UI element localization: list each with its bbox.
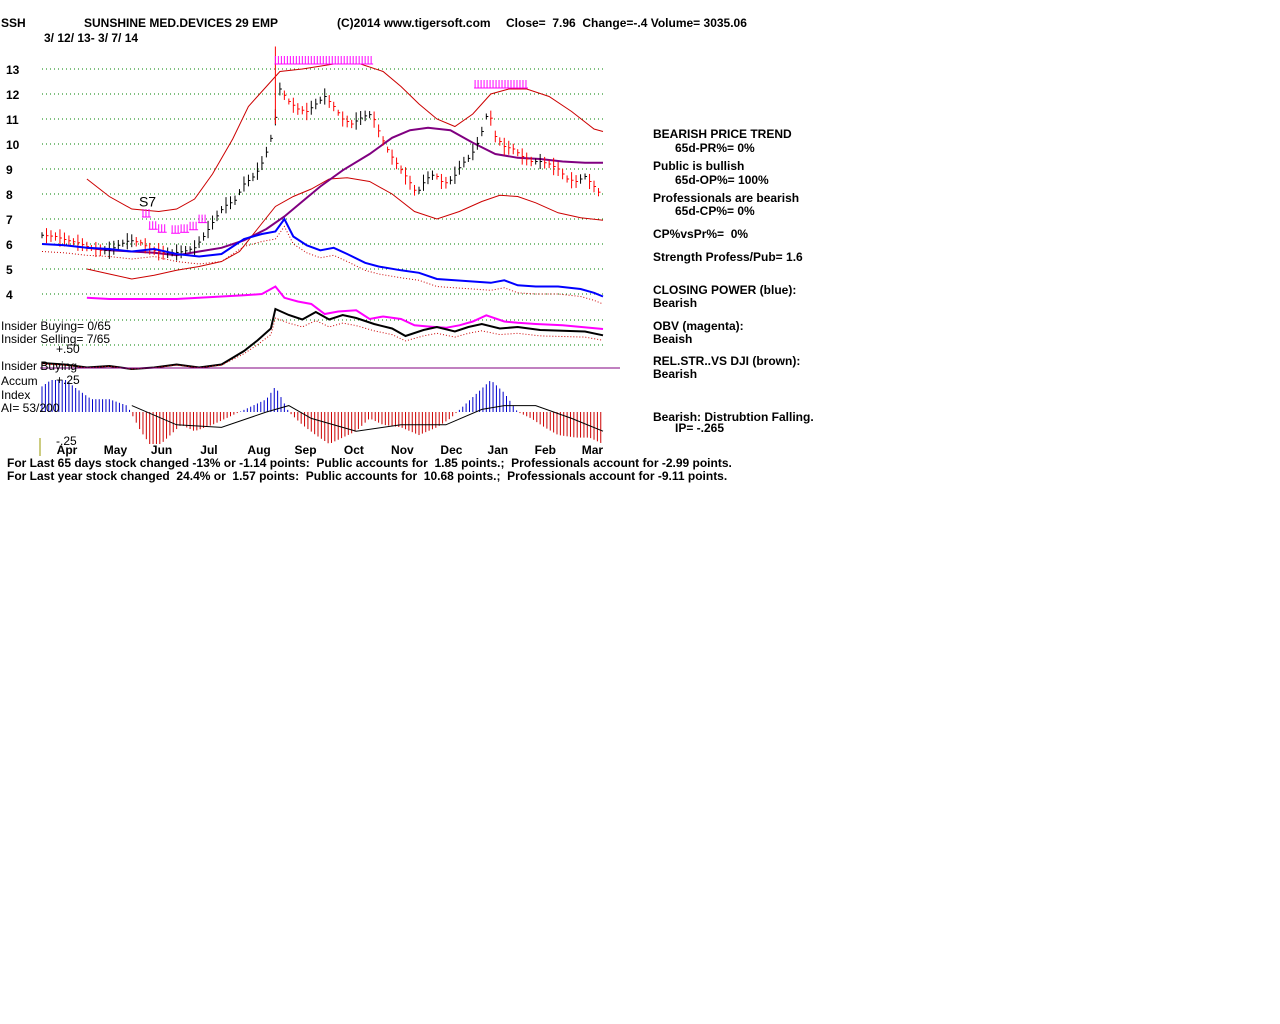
strength-ratio: Strength Profess/Pub= 1.6 <box>653 250 803 264</box>
x-tick-label: May <box>104 443 128 457</box>
footer-last-year: For Last year stock changed 24.4% or 1.5… <box>7 469 728 483</box>
accum-index-ma <box>131 405 604 432</box>
price-bars <box>41 46 601 261</box>
pr-value: 65d-PR%= 0% <box>675 141 755 155</box>
x-tick-label: Oct <box>344 443 364 457</box>
x-tick-label: Jun <box>151 443 172 457</box>
obv-line <box>86 285 604 330</box>
date-range: 3/ 12/ 13- 3/ 7/ 14 <box>44 31 139 45</box>
index-label: Index <box>1 388 31 402</box>
relative-strength-series <box>41 307 604 371</box>
x-tick-label: Jan <box>488 443 509 457</box>
obv-value: Beaish <box>653 332 693 346</box>
accum-label: Accum <box>1 374 38 388</box>
obv-series <box>86 285 604 330</box>
x-tick-label: Sep <box>295 443 317 457</box>
professionals-bearish: Professionals are bearish <box>653 191 800 205</box>
y-tick-label: 7 <box>6 213 13 227</box>
company-name: SUNSHINE MED.DEVICES 29 EMP <box>84 16 279 30</box>
relstr-label: REL.STR..VS DJI (brown): <box>653 354 801 368</box>
copyright-text: (C)2014 www.tigersoft.com <box>337 16 491 30</box>
x-tick-label: Feb <box>535 443 556 457</box>
y-tick-label: 6 <box>6 238 13 252</box>
grid-lines <box>42 68 603 346</box>
relstr-value: Bearish <box>653 367 698 381</box>
stock-chart: 13 12 11 10 9 8 7 6 5 4 S7 Apr May Jun Jul Aug Sep Oct N… <box>6 46 620 457</box>
footer-65-days: For Last 65 days stock changed -13% or -… <box>7 456 732 470</box>
accum-index-histogram <box>41 380 604 444</box>
signal-arrows: S7 <box>139 56 528 234</box>
cp-value: 65d-CP%= 0% <box>675 204 755 218</box>
trend-title: BEARISH PRICE TREND <box>653 127 792 141</box>
x-tick-label: Aug <box>247 443 270 457</box>
plus-50-label: +.50 <box>56 342 80 356</box>
bollinger-lower-line <box>86 177 604 280</box>
y-tick-label: 9 <box>6 163 13 177</box>
op-value: 65d-OP%= 100% <box>675 173 769 187</box>
quote-summary: Close= 7.96 Change=-.4 Volume= 3035.06 <box>506 16 747 30</box>
x-tick-label: Mar <box>582 443 604 457</box>
x-tick-label: Jul <box>200 443 217 457</box>
y-tick-label: 13 <box>6 63 20 77</box>
public-bullish: Public is bullish <box>653 159 745 173</box>
minus-25-label: -.25 <box>56 434 77 448</box>
x-tick-label: Apr <box>57 443 78 457</box>
insider-buying-label: Insider Buying <box>1 359 78 373</box>
x-tick-label: Dec <box>440 443 462 457</box>
y-tick-label: 4 <box>6 288 13 302</box>
moving-average-line <box>86 126 603 257</box>
bollinger-bands <box>86 63 604 280</box>
plus-25-label: +.25 <box>56 373 80 387</box>
moving-average <box>86 126 603 257</box>
insider-buying-count: Insider Buying= 0/65 <box>1 319 111 333</box>
y-tick-label: 10 <box>6 138 20 152</box>
insider-selling-count: Insider Selling= 7/65 <box>1 332 111 346</box>
closing-power-series <box>41 217 604 298</box>
obv-label: OBV (magenta): <box>653 319 744 333</box>
y-tick-label: 11 <box>6 113 19 127</box>
relative-strength-ma <box>41 317 604 370</box>
cp-vs-pr: CP%vsPr%= 0% <box>653 227 749 241</box>
y-tick-label: 8 <box>6 188 13 202</box>
closing-power-label: CLOSING POWER (blue): <box>653 283 797 297</box>
closing-power-value: Bearish <box>653 296 698 310</box>
relative-strength-line <box>41 307 604 371</box>
ip-value: IP= -.265 <box>675 421 725 435</box>
signal-label: S7 <box>139 194 156 210</box>
closing-power-line <box>41 217 604 305</box>
y-tick-label: 12 <box>6 88 20 102</box>
y-tick-labels: 13 12 11 10 9 8 7 6 5 4 <box>6 63 20 302</box>
ai-label: AI= 53/200 <box>1 401 60 415</box>
ticker-symbol: SSH <box>1 16 26 30</box>
ip-label: Bearish: Distrubtion Falling. <box>653 410 814 424</box>
closing-power-ma <box>41 225 604 305</box>
x-tick-labels: Apr May Jun Jul Aug Sep Oct Nov Dec Jan Feb Mar <box>57 443 604 457</box>
x-tick-label: Nov <box>391 443 414 457</box>
y-tick-label: 5 <box>6 263 13 277</box>
